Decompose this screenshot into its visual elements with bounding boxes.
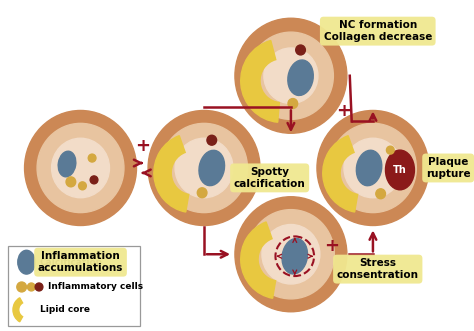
Circle shape: [248, 32, 333, 119]
Circle shape: [90, 176, 98, 184]
Circle shape: [79, 182, 86, 190]
Text: +: +: [135, 137, 150, 155]
Circle shape: [329, 123, 416, 213]
Text: NC formation
Collagen decrease: NC formation Collagen decrease: [324, 20, 432, 42]
Text: +: +: [337, 103, 352, 120]
Circle shape: [52, 138, 109, 198]
Wedge shape: [13, 298, 23, 322]
Ellipse shape: [356, 150, 382, 186]
Text: Inflammatory cells: Inflammatory cells: [48, 282, 143, 292]
Circle shape: [247, 210, 334, 299]
Circle shape: [25, 111, 137, 225]
Circle shape: [296, 45, 305, 55]
Circle shape: [344, 138, 402, 198]
Circle shape: [161, 123, 247, 213]
Circle shape: [235, 197, 347, 312]
Text: Stress
consentration: Stress consentration: [337, 258, 419, 280]
Circle shape: [264, 48, 318, 104]
Circle shape: [35, 283, 43, 291]
Ellipse shape: [282, 239, 308, 274]
Circle shape: [66, 177, 76, 187]
Circle shape: [175, 138, 233, 198]
Ellipse shape: [58, 151, 76, 177]
Wedge shape: [154, 136, 189, 212]
Circle shape: [376, 189, 385, 199]
Text: Spotty
calcification: Spotty calcification: [234, 167, 306, 189]
FancyBboxPatch shape: [8, 246, 140, 326]
Text: +: +: [324, 237, 339, 255]
Wedge shape: [323, 136, 358, 212]
Wedge shape: [241, 40, 279, 122]
Ellipse shape: [199, 150, 225, 186]
Text: Inflammation
accumulations: Inflammation accumulations: [38, 251, 123, 273]
Text: Calcification: Calcification: [40, 258, 103, 267]
Circle shape: [148, 111, 260, 225]
Wedge shape: [241, 222, 276, 298]
Circle shape: [317, 111, 429, 225]
Ellipse shape: [385, 150, 414, 190]
Text: Th: Th: [393, 165, 407, 175]
Ellipse shape: [288, 60, 313, 95]
Circle shape: [88, 154, 96, 162]
Circle shape: [386, 146, 394, 154]
Circle shape: [197, 188, 207, 198]
Circle shape: [235, 18, 347, 133]
Circle shape: [27, 283, 35, 291]
Ellipse shape: [18, 250, 35, 274]
Circle shape: [207, 135, 217, 145]
Circle shape: [17, 282, 27, 292]
Text: Lipid core: Lipid core: [40, 305, 90, 314]
Circle shape: [262, 224, 320, 284]
Circle shape: [37, 123, 124, 213]
Text: Plaque
rupture: Plaque rupture: [426, 157, 471, 179]
Circle shape: [288, 99, 298, 109]
